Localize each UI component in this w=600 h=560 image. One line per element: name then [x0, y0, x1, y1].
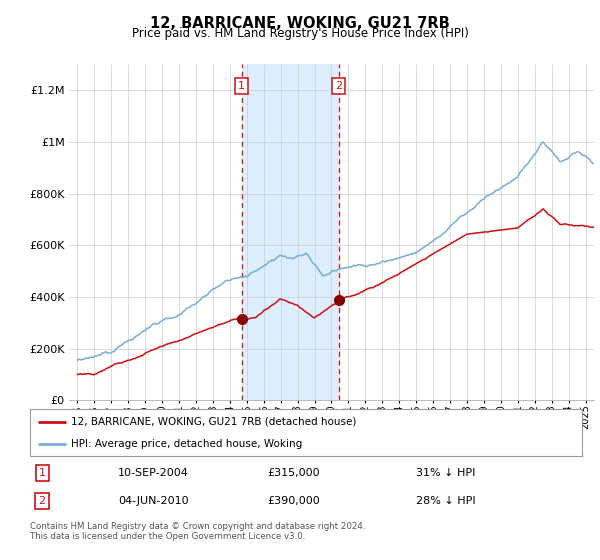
Text: 2: 2	[335, 81, 342, 91]
Text: 1: 1	[38, 468, 46, 478]
Text: 04-JUN-2010: 04-JUN-2010	[118, 496, 189, 506]
Text: 28% ↓ HPI: 28% ↓ HPI	[416, 496, 476, 506]
Text: 12, BARRICANE, WOKING, GU21 7RB (detached house): 12, BARRICANE, WOKING, GU21 7RB (detache…	[71, 417, 357, 427]
Text: Contains HM Land Registry data © Crown copyright and database right 2024.
This d: Contains HM Land Registry data © Crown c…	[30, 522, 365, 542]
Text: 12, BARRICANE, WOKING, GU21 7RB: 12, BARRICANE, WOKING, GU21 7RB	[150, 16, 450, 31]
Text: 2: 2	[38, 496, 46, 506]
Text: 1: 1	[238, 81, 245, 91]
Bar	[242, 64, 338, 400]
Text: £390,000: £390,000	[268, 496, 320, 506]
Text: Price paid vs. HM Land Registry's House Price Index (HPI): Price paid vs. HM Land Registry's House …	[131, 27, 469, 40]
Text: 31% ↓ HPI: 31% ↓ HPI	[416, 468, 476, 478]
Text: HPI: Average price, detached house, Woking: HPI: Average price, detached house, Woki…	[71, 438, 302, 449]
Text: £315,000: £315,000	[268, 468, 320, 478]
Text: 10-SEP-2004: 10-SEP-2004	[118, 468, 189, 478]
